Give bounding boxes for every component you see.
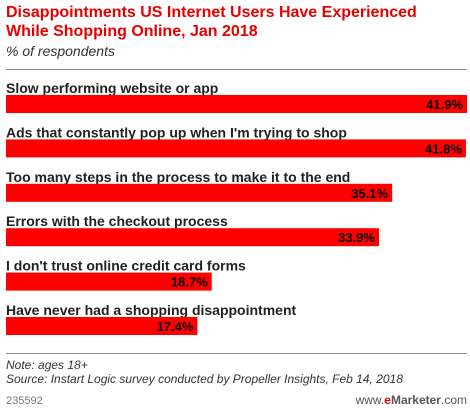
brand-letter: e [384,393,391,407]
bar [6,183,393,202]
category-label: Too many steps in the process to make it… [6,169,350,185]
note-text: Note: ages 18+ [6,358,88,372]
data-label: 33.9% [338,230,375,245]
brand-suffix: .com [440,393,467,407]
bar [6,272,212,291]
bar [6,317,198,335]
category-label: I don't trust online credit card forms [6,258,246,274]
data-label: 17.4% [157,319,194,334]
category-label: Ads that constantly pop up when I'm tryi… [6,124,347,140]
data-label: 41.8% [425,141,462,156]
brand-name: Marketer [390,393,441,407]
data-label: 41.9% [426,97,463,112]
bar [6,95,467,113]
chart-title: Disappointments US Internet Users Have E… [6,4,417,40]
top-divider [6,69,467,70]
data-label: 35.1% [351,186,388,201]
chart-subtitle: % of respondents [6,43,115,59]
category-label: Slow performing website or app [6,80,218,96]
bar [6,139,466,158]
category-label: Errors with the checkout process [6,213,228,229]
bar [6,228,379,247]
category-label: Have never had a shopping disappointment [6,302,296,318]
data-label: 18.7% [171,275,208,290]
source-text: Source: Instart Logic survey conducted b… [6,372,403,386]
emarketer-logo: www.eMarketer.com [356,394,467,407]
brand-prefix: www. [355,393,385,407]
chart-id: 235592 [6,395,43,407]
bottom-divider [6,353,467,354]
